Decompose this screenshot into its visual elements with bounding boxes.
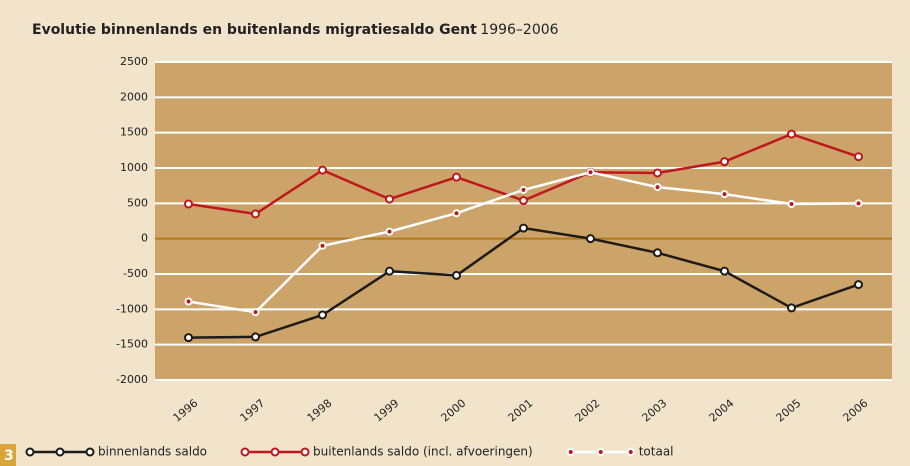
point-dot <box>253 310 258 315</box>
point-dot <box>628 450 633 454</box>
figure-number: 3 <box>4 448 14 464</box>
legend-marker <box>300 447 310 457</box>
point <box>184 199 193 209</box>
series-points <box>184 168 863 317</box>
legend-label: totaal <box>639 445 674 459</box>
point <box>385 266 394 276</box>
point <box>251 209 260 219</box>
point <box>653 168 662 178</box>
point <box>452 270 461 280</box>
point-dot <box>655 185 660 190</box>
point <box>519 223 528 233</box>
chart-title: Evolutie binnenlands en buitenlands migr… <box>32 22 559 38</box>
point-dot <box>454 211 459 216</box>
point <box>720 157 729 167</box>
x-tick-label: 2001 <box>506 397 536 425</box>
legend-marker <box>55 447 65 457</box>
x-tick-label: 2006 <box>841 397 871 425</box>
point-dot <box>186 299 191 304</box>
point-dot <box>598 450 603 454</box>
point <box>519 196 528 206</box>
point-dot <box>387 229 392 234</box>
point <box>85 447 95 457</box>
point <box>55 447 65 457</box>
x-tick-label: 1997 <box>238 397 268 425</box>
legend-marker <box>626 448 635 456</box>
y-tick-label: -1000 <box>116 302 148 315</box>
point-dot <box>722 192 727 197</box>
y-tick-label: 1000 <box>120 161 148 174</box>
point <box>300 447 310 457</box>
legend-marker <box>270 447 280 457</box>
subtitle: 1996–2006 <box>480 22 558 38</box>
x-tick-label: 2003 <box>640 397 670 425</box>
point <box>787 303 796 313</box>
y-tick-label: 0 <box>141 232 148 245</box>
legend-item: totaal <box>566 445 674 459</box>
point <box>854 280 863 290</box>
x-tick-label: 2005 <box>774 397 804 425</box>
point <box>720 266 729 276</box>
legend-marker <box>566 448 575 456</box>
y-tick-label: 2000 <box>120 90 148 103</box>
x-tick-label: 2000 <box>439 397 469 425</box>
x-tick-label: 1999 <box>372 397 402 425</box>
y-tick-label: 2500 <box>120 55 148 68</box>
legend-marker <box>85 447 95 457</box>
title: Evolutie binnenlands en buitenlands migr… <box>32 22 477 38</box>
point <box>25 447 35 457</box>
legend-item: binnenlands saldo <box>25 445 207 459</box>
point <box>385 194 394 204</box>
point <box>586 234 595 244</box>
point-dot <box>588 170 593 175</box>
point <box>854 152 863 162</box>
point-dot <box>789 202 794 207</box>
point <box>318 165 327 175</box>
legend-marker <box>596 448 605 456</box>
legend-marker <box>25 447 35 457</box>
point-dot <box>320 243 325 248</box>
plot-area <box>155 62 892 380</box>
x-tick-label: 1998 <box>305 397 335 425</box>
y-tick-label: 1500 <box>120 126 148 139</box>
series-points <box>184 223 863 343</box>
x-tick-label: 1996 <box>171 397 201 425</box>
point <box>184 333 193 343</box>
point <box>251 332 260 342</box>
point <box>653 248 662 258</box>
point <box>240 447 250 457</box>
figure-badge <box>0 444 16 466</box>
point-dot <box>521 187 526 192</box>
legend-marker <box>240 447 250 457</box>
point <box>318 310 327 320</box>
point <box>452 172 461 182</box>
point <box>270 447 280 457</box>
legend-item: buitenlands saldo (incl. afvoeringen) <box>240 445 533 459</box>
point-dot <box>568 450 573 454</box>
point <box>787 129 796 139</box>
point-dot <box>856 201 861 206</box>
legend-label: binnenlands saldo <box>98 445 207 459</box>
y-tick-label: -2000 <box>116 373 148 386</box>
y-tick-label: -500 <box>123 267 148 280</box>
y-tick-label: -1500 <box>116 338 148 351</box>
legend-label: buitenlands saldo (incl. afvoeringen) <box>313 445 533 459</box>
x-tick-label: 2002 <box>573 397 603 425</box>
y-tick-label: 500 <box>127 196 148 209</box>
x-tick-label: 2004 <box>707 397 737 425</box>
